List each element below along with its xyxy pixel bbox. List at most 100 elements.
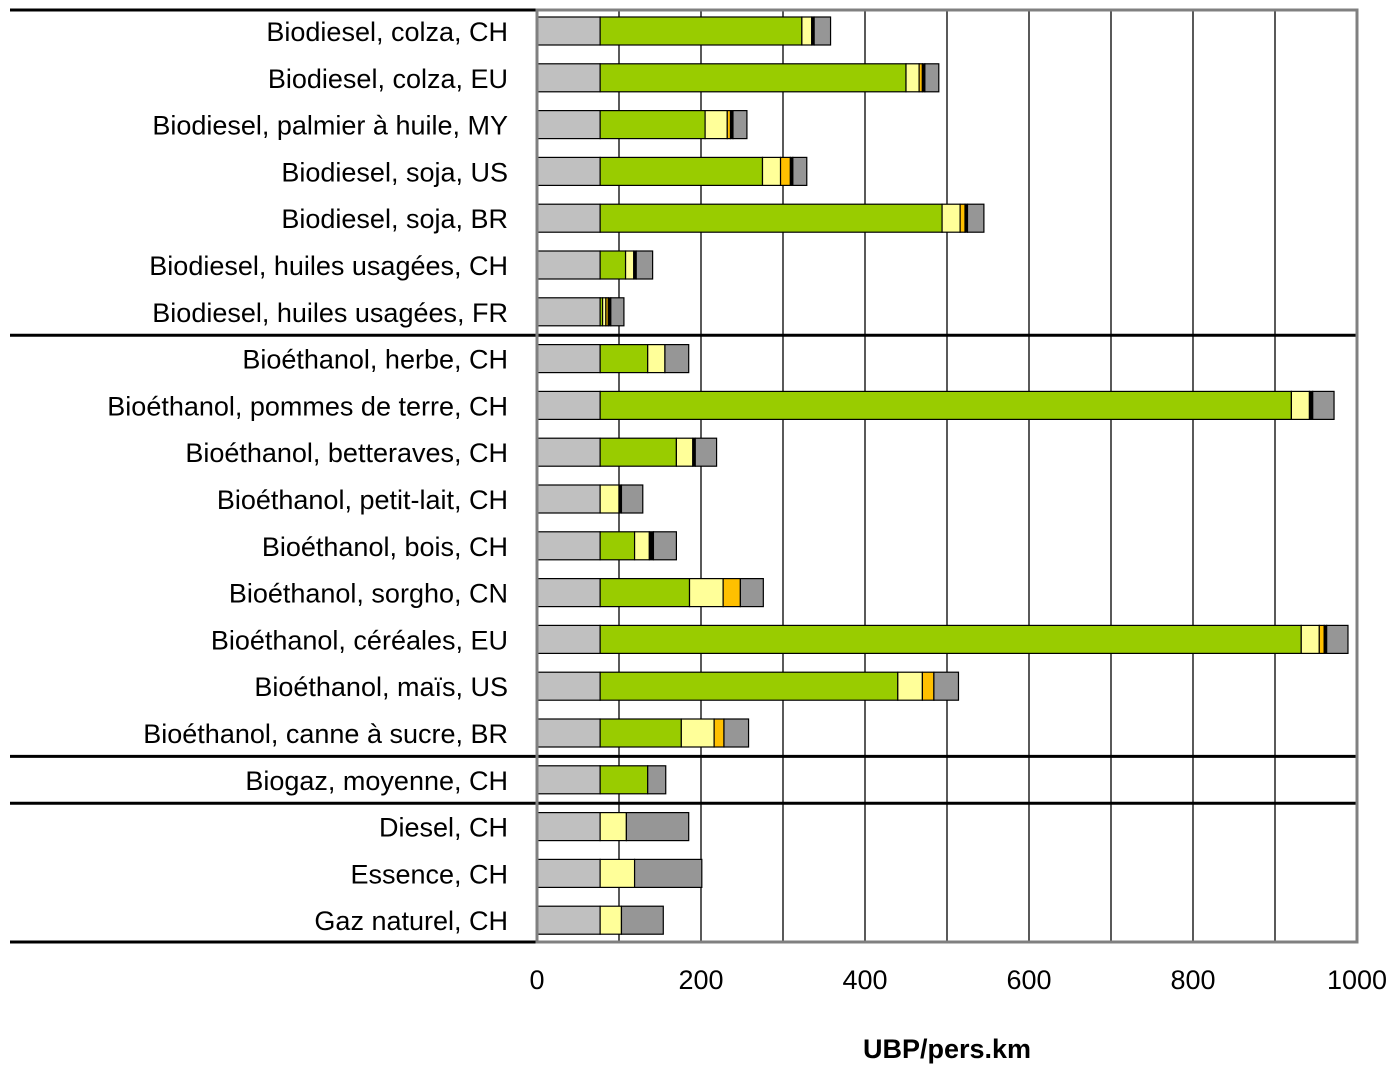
x-tick-label: 400 xyxy=(842,965,887,995)
bar-segment xyxy=(536,718,601,748)
bar-segment xyxy=(959,203,966,233)
bar-segment xyxy=(624,250,635,280)
bar-segment xyxy=(599,624,1302,655)
category-label: Bioéthanol, herbe, CH xyxy=(242,345,508,375)
bar-segment xyxy=(610,297,625,327)
bar-segment xyxy=(924,63,940,93)
bar-segment xyxy=(933,671,960,701)
bar-segment xyxy=(633,531,650,561)
bar-segment xyxy=(694,437,718,467)
bar-segment xyxy=(921,671,935,701)
category-label: Biodiesel, huiles usagées, CH xyxy=(149,251,508,281)
category-label: Biogaz, moyenne, CH xyxy=(245,766,508,796)
bar-segment xyxy=(599,671,899,701)
bar-segment xyxy=(647,765,667,795)
x-tick-label: 200 xyxy=(678,965,723,995)
bar-segment xyxy=(599,16,803,46)
bar-segment xyxy=(723,718,750,748)
category-label: Diesel, CH xyxy=(379,813,508,843)
bar-segment xyxy=(536,437,601,467)
bar-segment xyxy=(536,250,601,280)
bar-segment xyxy=(1300,624,1320,655)
category-label: Biodiesel, soja, US xyxy=(281,157,508,187)
category-label: Biodiesel, soja, BR xyxy=(281,204,508,234)
category-label: Bioéthanol, pommes de terre, CH xyxy=(107,391,508,421)
category-label: Biodiesel, palmier à huile, MY xyxy=(152,111,508,141)
bar-segment xyxy=(722,577,741,608)
bar-segment xyxy=(599,765,649,795)
bar-segment xyxy=(688,577,724,608)
bars xyxy=(536,16,1349,935)
bar-segment xyxy=(1290,390,1311,420)
bar-segment xyxy=(536,156,601,186)
bar-segment xyxy=(599,109,706,140)
bar-segment xyxy=(652,531,678,561)
category-label: Bioéthanol, céréales, EU xyxy=(211,625,508,655)
category-label: Essence, CH xyxy=(350,859,508,889)
category-label: Biodiesel, colza, CH xyxy=(266,17,508,47)
bar-segment xyxy=(536,63,601,93)
bar-segment xyxy=(648,531,655,561)
bar-segment xyxy=(620,484,644,514)
bar-segment xyxy=(536,16,601,46)
bar-segment xyxy=(536,203,601,233)
bar-segment xyxy=(599,531,636,561)
category-label: Biodiesel, colza, EU xyxy=(268,64,508,94)
bar-segment xyxy=(599,344,649,374)
category-label: Bioéthanol, sorgho, CN xyxy=(229,579,508,609)
bar-segment xyxy=(761,156,782,186)
x-tick-label: 600 xyxy=(1006,965,1051,995)
bar-segment xyxy=(941,203,961,233)
bar-segment xyxy=(625,811,690,842)
bar-segment xyxy=(536,905,601,935)
bar-segment xyxy=(779,156,791,186)
bar-segment xyxy=(599,390,1293,420)
bar-segment xyxy=(536,858,601,889)
bar-segment xyxy=(966,203,985,233)
bar-segment xyxy=(536,484,601,514)
x-tick-label: 0 xyxy=(529,965,544,995)
plot-frame xyxy=(535,8,1359,944)
category-labels: Biodiesel, colza, CH Biodiesel, colza, EU… xyxy=(107,17,508,936)
bar-segment xyxy=(536,344,601,374)
bar-segment xyxy=(536,671,601,701)
bar-segment xyxy=(599,858,636,889)
group-separators xyxy=(10,8,1357,944)
bar-segment xyxy=(647,344,666,374)
bar-segment xyxy=(599,718,682,748)
bar-segment xyxy=(1318,624,1325,655)
bar-segment xyxy=(633,858,703,889)
category-label: Bioéthanol, betteraves, CH xyxy=(185,438,508,468)
bar-segment xyxy=(739,577,764,608)
bar-segment xyxy=(599,905,623,935)
bar-segment xyxy=(536,765,601,795)
bar-segment xyxy=(536,531,601,561)
category-label: Bioéthanol, canne à sucre, BR xyxy=(143,719,508,749)
x-tick-labels: 0 200 400 600 800 1000 xyxy=(529,965,1387,995)
bar-segment xyxy=(680,718,715,748)
x-tick-label: 800 xyxy=(1170,965,1215,995)
bar-segment xyxy=(536,297,601,327)
bar-segment xyxy=(536,390,601,420)
bar-segment xyxy=(664,344,690,374)
category-label: Biodiesel, huiles usagées, FR xyxy=(152,298,508,328)
bar-segment xyxy=(813,16,832,46)
category-label: Gaz naturel, CH xyxy=(314,906,508,936)
bar-segment xyxy=(599,811,627,842)
bar-segment xyxy=(599,250,627,280)
bar-segment xyxy=(536,624,601,655)
bar-segment xyxy=(1312,390,1335,420)
bar-segment xyxy=(620,905,664,935)
x-axis-title: UBP/pers.km xyxy=(863,1034,1031,1064)
bar-segment xyxy=(599,484,620,514)
bar-segment xyxy=(536,811,601,842)
bar-segment xyxy=(897,671,923,701)
x-tick-label: 1000 xyxy=(1327,965,1387,995)
category-label: Bioéthanol, petit-lait, CH xyxy=(217,485,508,515)
bar-segment xyxy=(536,577,601,608)
bar-segment xyxy=(704,109,728,140)
bar-segment xyxy=(599,203,943,233)
bar-segment xyxy=(801,16,813,46)
bar-segment xyxy=(599,156,764,186)
